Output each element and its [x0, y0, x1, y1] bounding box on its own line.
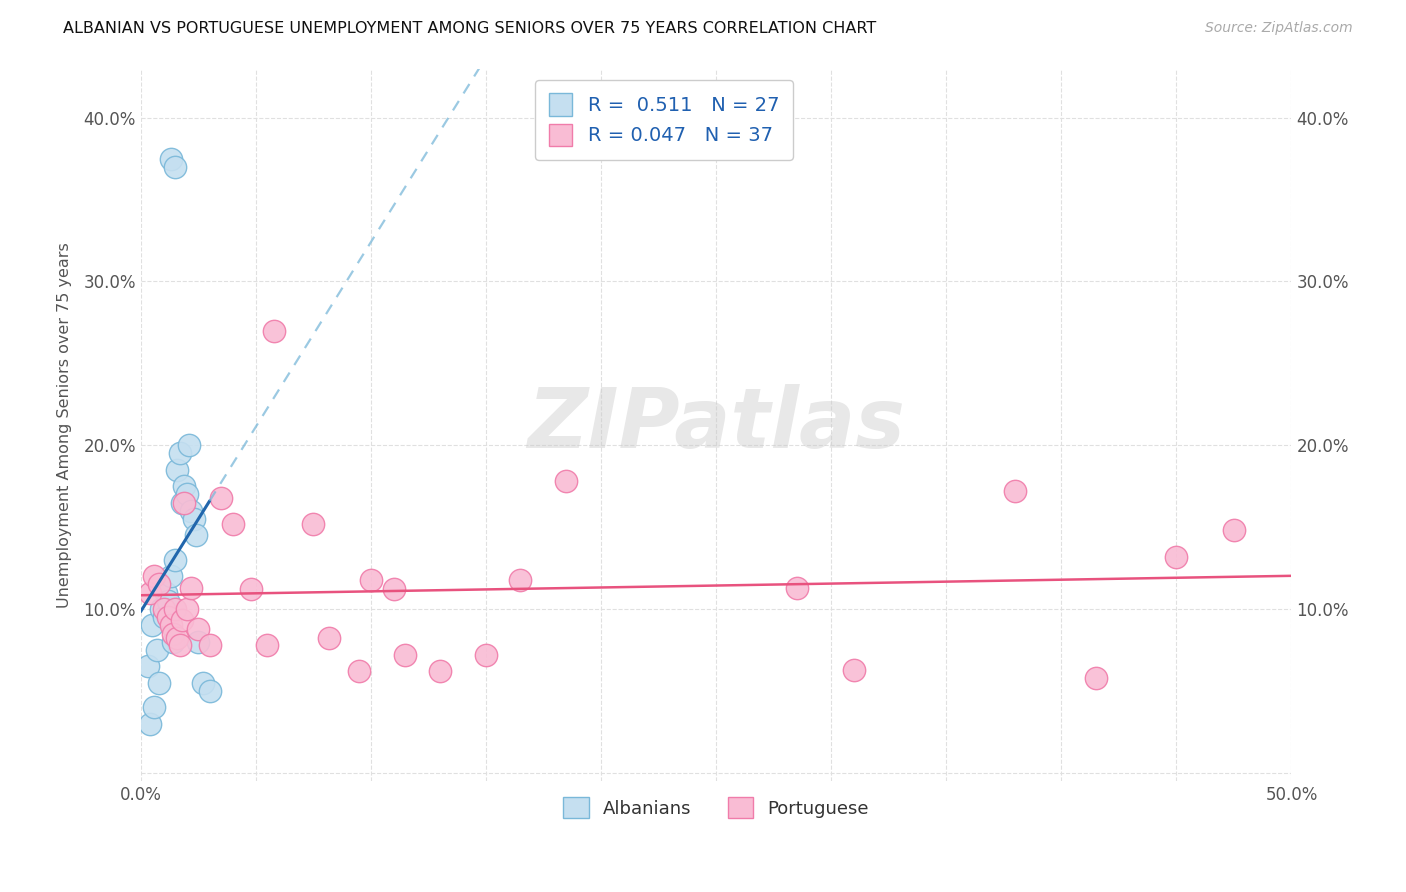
Point: [1084, 671, 1107, 685]
Point: [162, 634, 184, 648]
Point: [166, 463, 188, 477]
Point: [184, 528, 207, 542]
Point: [1223, 524, 1246, 538]
Point: [263, 324, 285, 338]
Text: ALBANIAN VS PORTUGUESE UNEMPLOYMENT AMONG SENIORS OVER 75 YEARS CORRELATION CHAR: ALBANIAN VS PORTUGUESE UNEMPLOYMENT AMON…: [63, 21, 876, 36]
Point: [555, 475, 578, 489]
Point: [177, 438, 200, 452]
Point: [155, 585, 177, 599]
Text: Source: ZipAtlas.com: Source: ZipAtlas.com: [1205, 21, 1353, 35]
Point: [152, 610, 174, 624]
Point: [169, 446, 191, 460]
Point: [143, 700, 166, 714]
Point: [844, 663, 866, 677]
Point: [222, 516, 245, 531]
Point: [172, 614, 194, 628]
Point: [162, 626, 184, 640]
Point: [509, 573, 531, 587]
Point: [176, 487, 198, 501]
Point: [165, 160, 187, 174]
Point: [152, 602, 174, 616]
Point: [180, 504, 202, 518]
Point: [360, 573, 382, 587]
Point: [349, 665, 371, 679]
Point: [159, 618, 181, 632]
Point: [209, 491, 232, 505]
Point: [198, 684, 221, 698]
Point: [786, 581, 808, 595]
Point: [256, 638, 278, 652]
Point: [139, 585, 162, 599]
Point: [187, 634, 209, 648]
Point: [165, 553, 187, 567]
Point: [159, 152, 181, 166]
Point: [169, 638, 191, 652]
Point: [1166, 549, 1188, 564]
Point: [143, 569, 166, 583]
Y-axis label: Unemployment Among Seniors over 75 years: Unemployment Among Seniors over 75 years: [58, 242, 72, 607]
Point: [475, 648, 498, 662]
Point: [240, 582, 263, 597]
Point: [139, 716, 162, 731]
Point: [141, 618, 163, 632]
Point: [1004, 484, 1026, 499]
Point: [318, 632, 340, 646]
Point: [382, 582, 405, 597]
Point: [180, 581, 202, 595]
Point: [157, 594, 180, 608]
Point: [159, 569, 181, 583]
Point: [198, 638, 221, 652]
Point: [148, 675, 170, 690]
Point: [166, 632, 188, 646]
Point: [145, 643, 167, 657]
Point: [173, 495, 195, 509]
Text: ZIPatlas: ZIPatlas: [527, 384, 905, 466]
Point: [157, 610, 180, 624]
Point: [172, 495, 194, 509]
Point: [429, 665, 451, 679]
Point: [187, 622, 209, 636]
Point: [136, 659, 159, 673]
Point: [173, 479, 195, 493]
Point: [183, 512, 205, 526]
Point: [165, 602, 187, 616]
Point: [148, 577, 170, 591]
Point: [191, 675, 214, 690]
Point: [394, 648, 416, 662]
Point: [150, 602, 173, 616]
Legend: Albanians, Portuguese: Albanians, Portuguese: [555, 790, 876, 825]
Point: [176, 602, 198, 616]
Point: [302, 516, 325, 531]
